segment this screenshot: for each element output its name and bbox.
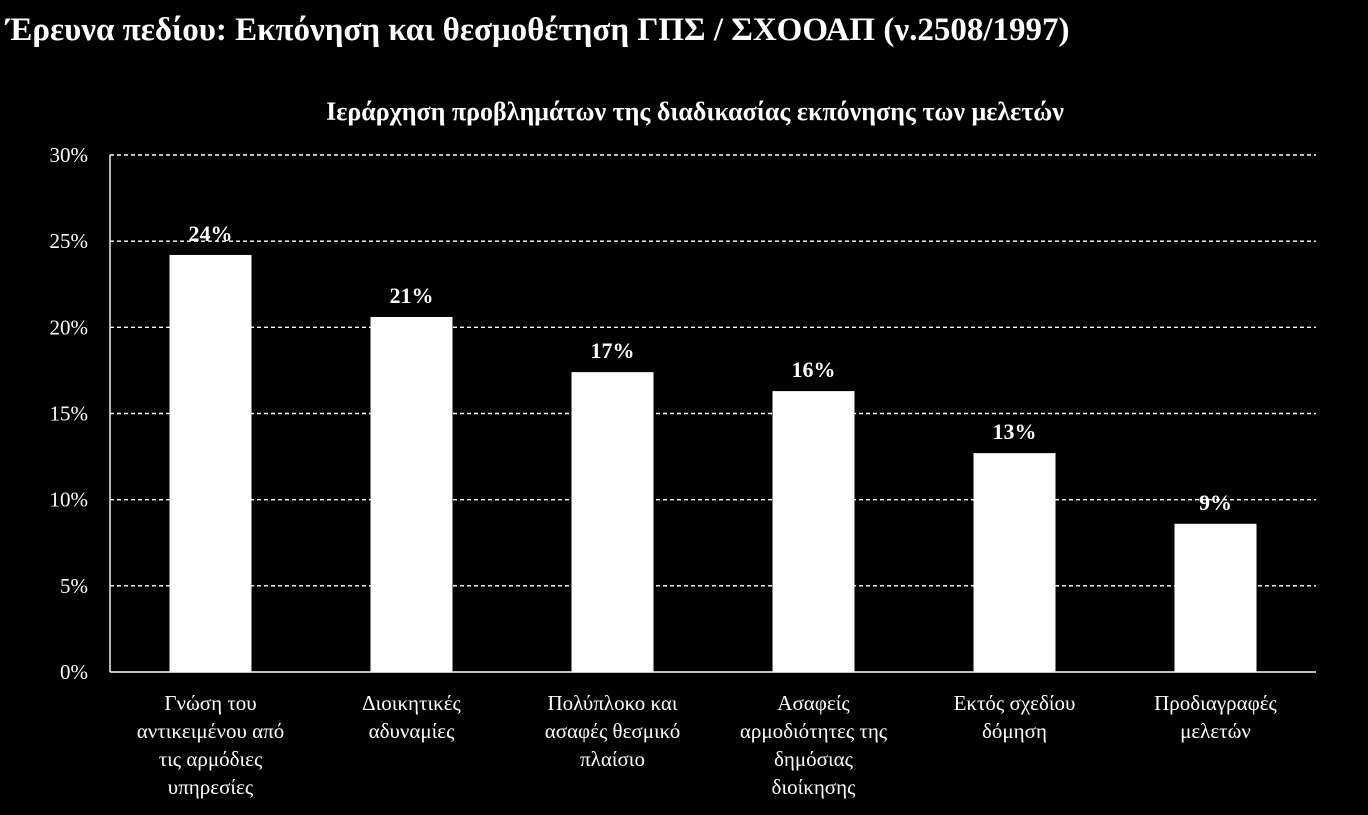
bar [370,316,453,672]
data-labels: 24% 21% 17% 16% 13% 9% [189,221,1233,515]
data-label: 13% [993,419,1037,444]
bar [973,453,1056,672]
category-label: Διοικητικές αδυναμίες [362,691,461,743]
y-tick-label: 10% [50,488,89,512]
category-label: Γνώση του αντικειμένου από τις αρμόδιες υπη… [137,691,284,799]
y-tick-label: 5% [60,574,88,598]
gridlines [110,154,1316,587]
category-label: Πολύπλοκο και ασαφές θεσμικό πλαίσιο [545,691,681,771]
category-label: Ασαφείς αρμοδιότητες της δημόσιας διοίκησης [740,691,888,799]
category-label: Εκτός σχεδίου δόμηση [954,691,1076,743]
y-tick-label: 15% [50,402,89,426]
category-labels: Γνώση του αντικειμένου από τις αρμόδιες υπη… [137,691,1278,799]
bar [571,372,654,672]
y-axis-ticks: 0% 5% 10% 15% 20% 25% 30% [50,143,89,684]
data-label: 21% [390,283,434,308]
y-tick-label: 20% [50,315,89,339]
category-label: Προδιαγραφές μελετών [1154,691,1277,743]
y-tick-label: 30% [50,143,89,167]
data-label: 16% [792,357,836,382]
bar [1174,523,1257,672]
bar [169,254,252,672]
data-label: 17% [591,338,635,363]
y-tick-label: 0% [60,660,88,684]
y-tick-label: 25% [50,229,89,253]
chart-title: Ιεράρχηση προβλημάτων της διαδικασίας εκ… [326,97,1064,126]
bar [772,391,855,672]
data-label: 9% [1199,490,1232,515]
data-label: 24% [189,221,233,246]
page-title: Έρευνα πεδίου: Εκπόνηση και θεσμοθέτηση … [6,12,1070,48]
bars [169,254,1257,672]
